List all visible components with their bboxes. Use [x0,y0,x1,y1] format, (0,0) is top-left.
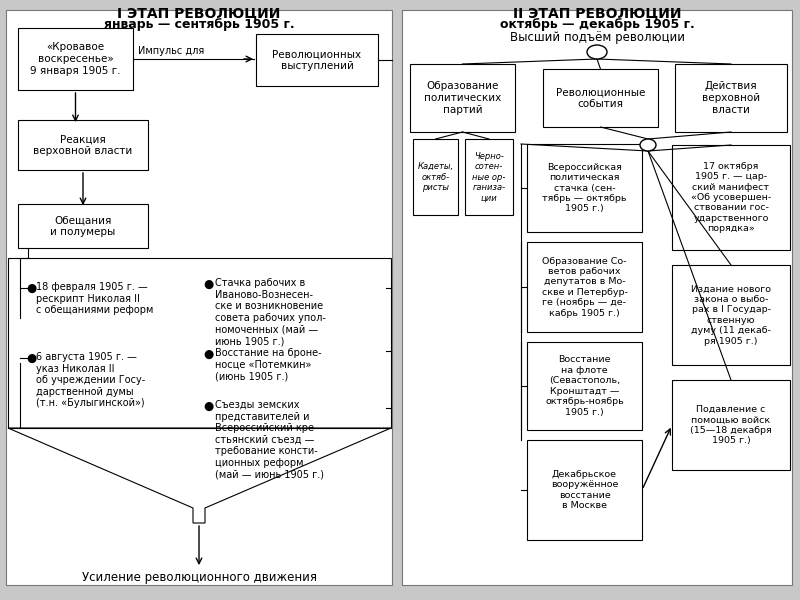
Text: Восстание
на флоте
(Севастополь,
Кронштадт —
октябрь-ноябрь
1905 г.): Восстание на флоте (Севастополь, Кроншта… [545,355,624,416]
Text: январь — сентябрь 1905 г.: январь — сентябрь 1905 г. [104,18,294,31]
FancyBboxPatch shape [413,139,458,215]
Text: ●: ● [26,352,36,365]
FancyBboxPatch shape [465,139,513,215]
FancyBboxPatch shape [527,144,642,232]
FancyBboxPatch shape [672,380,790,470]
FancyBboxPatch shape [543,69,658,127]
FancyBboxPatch shape [18,204,148,248]
Text: ●: ● [26,282,36,295]
Text: Стачка рабочих в
Иваново-Вознесен-
ске и возникновение
совета рабочих упол-
номо: Стачка рабочих в Иваново-Вознесен- ске и… [215,278,326,346]
Text: ●: ● [203,348,214,361]
Text: Образование
политических
партий: Образование политических партий [424,82,501,115]
Text: Всероссийская
политическая
стачка (сен-
тябрь — октябрь
1905 г.): Всероссийская политическая стачка (сен- … [542,163,626,213]
FancyBboxPatch shape [675,64,787,132]
FancyBboxPatch shape [256,34,378,86]
Text: Импульс для: Импульс для [138,46,204,56]
Text: Реакция
верховной власти: Реакция верховной власти [34,134,133,156]
Text: «Кровавое
воскресенье»
9 января 1905 г.: «Кровавое воскресенье» 9 января 1905 г. [30,43,121,76]
Text: Высший подъём революции: Высший подъём революции [510,31,685,44]
Text: 17 октября
1905 г. — цар-
ский манифест
«Об усовершен-
ствовании гос-
ударственн: 17 октября 1905 г. — цар- ский манифест … [691,162,771,233]
Text: II ЭТАП РЕВОЛЮЦИИ: II ЭТАП РЕВОЛЮЦИИ [513,6,682,20]
Text: Образование Со-
ветов рабочих
депутатов в Мо-
скве и Петербур-
ге (ноябрь — де-
: Образование Со- ветов рабочих депутатов … [542,257,627,317]
Text: Усиление революционного движения: Усиление революционного движения [82,571,317,584]
FancyBboxPatch shape [402,10,792,585]
Text: Обещания
и полумеры: Обещания и полумеры [50,215,116,237]
Text: 6 августа 1905 г. —
указ Николая II
об учреждении Госу-
дарственной думы
(т.н. «: 6 августа 1905 г. — указ Николая II об у… [36,352,146,409]
FancyBboxPatch shape [6,10,392,585]
Text: ●: ● [203,400,214,413]
FancyBboxPatch shape [527,242,642,332]
Text: Кадеты,
октяб-
ристы: Кадеты, октяб- ристы [418,162,454,192]
Text: Черно-
сотен-
ные ор-
ганиза-
ции: Черно- сотен- ные ор- ганиза- ции [472,152,506,202]
Text: Издание нового
закона о выбо-
рах в I Государ-
ственную
думу (11 декаб-
ря 1905 : Издание нового закона о выбо- рах в I Го… [691,284,771,346]
Text: Декабрьское
вооружённое
восстание
в Москве: Декабрьское вооружённое восстание в Моск… [551,470,618,510]
Text: октябрь — декабрь 1905 г.: октябрь — декабрь 1905 г. [500,18,694,31]
Text: 18 февраля 1905 г. —
рескрипт Николая II
с обещаниями реформ: 18 февраля 1905 г. — рескрипт Николая II… [36,282,154,315]
Text: Съезды земских
представителей и
Всероссийский кре-
стьянский съезд —
требование : Съезды земских представителей и Всеросси… [215,400,324,479]
FancyBboxPatch shape [672,145,790,250]
Text: Подавление с
помощью войск
(15—18 декабря
1905 г.): Подавление с помощью войск (15—18 декабр… [690,405,772,445]
Ellipse shape [587,45,607,59]
Text: Восстание на броне-
носце «Потемкин»
(июнь 1905 г.): Восстание на броне- носце «Потемкин» (ию… [215,348,322,381]
FancyBboxPatch shape [527,342,642,430]
Text: I ЭТАП РЕВОЛЮЦИИ: I ЭТАП РЕВОЛЮЦИИ [118,6,281,20]
FancyBboxPatch shape [672,265,790,365]
FancyBboxPatch shape [8,258,391,428]
FancyBboxPatch shape [18,28,133,90]
Ellipse shape [640,139,656,151]
FancyBboxPatch shape [527,440,642,540]
FancyBboxPatch shape [18,120,148,170]
Text: Революционных
выступлений: Революционных выступлений [273,49,362,71]
Text: Революционные
события: Революционные события [556,87,645,109]
FancyBboxPatch shape [410,64,515,132]
Text: Действия
верховной
власти: Действия верховной власти [702,82,760,115]
Text: ●: ● [203,278,214,291]
